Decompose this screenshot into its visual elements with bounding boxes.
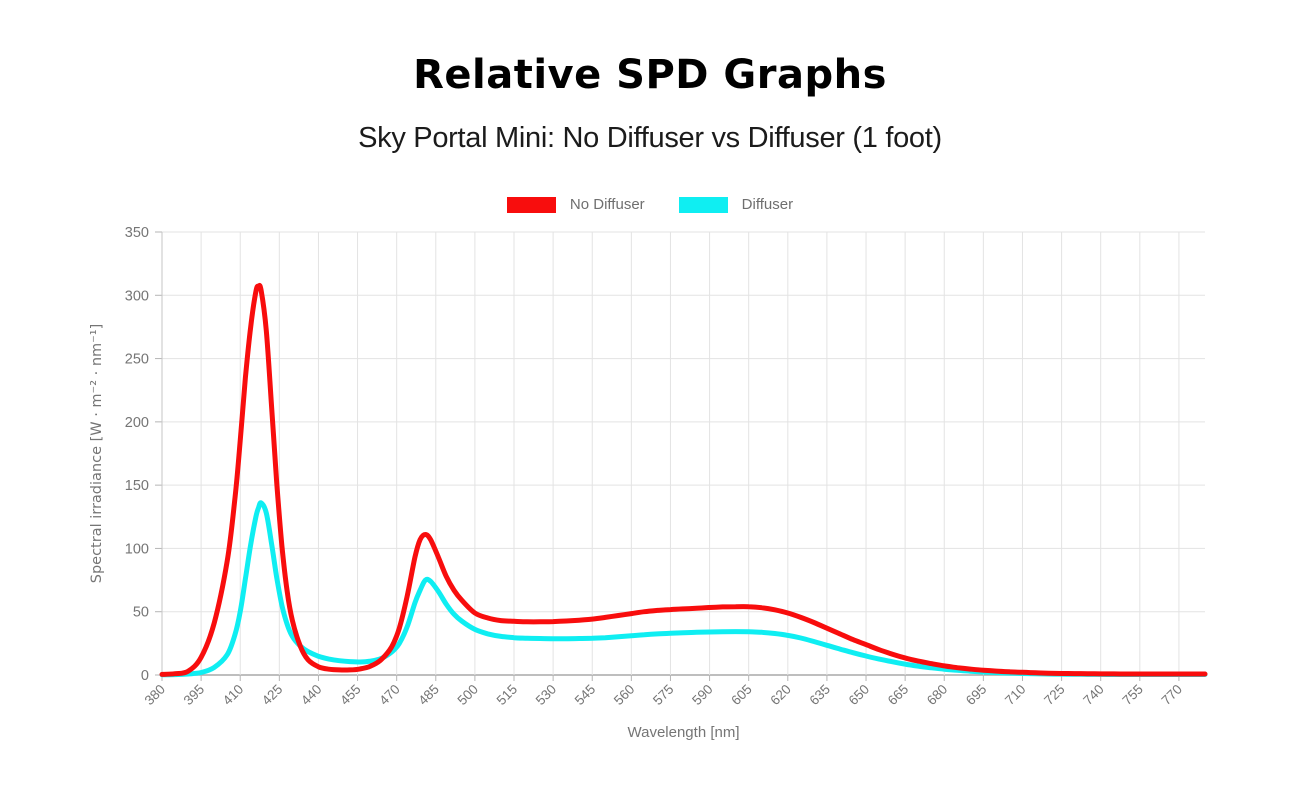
legend-item-no-diffuser[interactable]: No Diffuser: [506, 196, 645, 213]
x-tick-label-380: 380: [142, 682, 169, 709]
y-tick-label-300: 300: [125, 288, 149, 304]
x-tick-label-500: 500: [454, 682, 481, 709]
chart-subtitle: Sky Portal Mini: No Diffuser vs Diffuser…: [358, 122, 942, 154]
x-tick-label-455: 455: [337, 682, 364, 709]
x-tick-label-695: 695: [963, 682, 990, 709]
x-axis-title: Wavelength [nm]: [628, 724, 740, 741]
x-tick-label-710: 710: [1002, 682, 1029, 709]
legend-item-diffuser[interactable]: Diffuser: [678, 196, 794, 213]
x-tick-label-740: 740: [1080, 682, 1107, 709]
x-tick-label-605: 605: [728, 682, 755, 709]
x-tick-label-530: 530: [533, 682, 560, 709]
chart-title: Relative SPD Graphs: [413, 52, 887, 98]
y-tick-label-350: 350: [125, 225, 149, 241]
x-tick-label-650: 650: [846, 682, 873, 709]
x-tick-label-470: 470: [376, 682, 403, 709]
chart-legend: No Diffuser Diffuser: [0, 196, 1300, 213]
x-tick-label-665: 665: [885, 682, 912, 709]
no-diffuser-swatch: [506, 196, 556, 213]
x-tick-label-395: 395: [181, 682, 208, 709]
x-tick-label-725: 725: [1041, 682, 1068, 709]
x-tick-label-575: 575: [650, 682, 677, 709]
y-tick-label-100: 100: [125, 541, 149, 557]
x-tick-label-770: 770: [1159, 682, 1186, 709]
y-axis-title: Spectral irradiance [W · m⁻² · nm⁻¹]: [89, 324, 105, 584]
x-tick-label-560: 560: [611, 682, 638, 709]
y-tick-label-150: 150: [125, 478, 149, 494]
x-tick-label-410: 410: [220, 682, 247, 709]
x-tick-label-515: 515: [494, 682, 521, 709]
x-tick-label-485: 485: [415, 682, 442, 709]
y-tick-label-0: 0: [141, 668, 149, 684]
y-tick-label-250: 250: [125, 352, 149, 368]
x-tick-label-545: 545: [572, 682, 599, 709]
diffuser-swatch: [678, 196, 728, 213]
x-tick-label-635: 635: [806, 682, 833, 709]
x-tick-label-425: 425: [259, 682, 286, 709]
x-tick-label-680: 680: [924, 682, 951, 709]
x-tick-label-590: 590: [689, 682, 716, 709]
legend-label-diffuser: Diffuser: [741, 196, 794, 213]
x-tick-label-440: 440: [298, 682, 325, 709]
x-tick-label-620: 620: [767, 682, 794, 709]
series-line-no-diffuser: [159, 282, 1208, 677]
y-tick-label-200: 200: [125, 415, 149, 431]
y-tick-label-50: 50: [133, 605, 149, 621]
legend-label-no-diffuser: No Diffuser: [569, 196, 645, 213]
x-tick-label-755: 755: [1119, 682, 1146, 709]
